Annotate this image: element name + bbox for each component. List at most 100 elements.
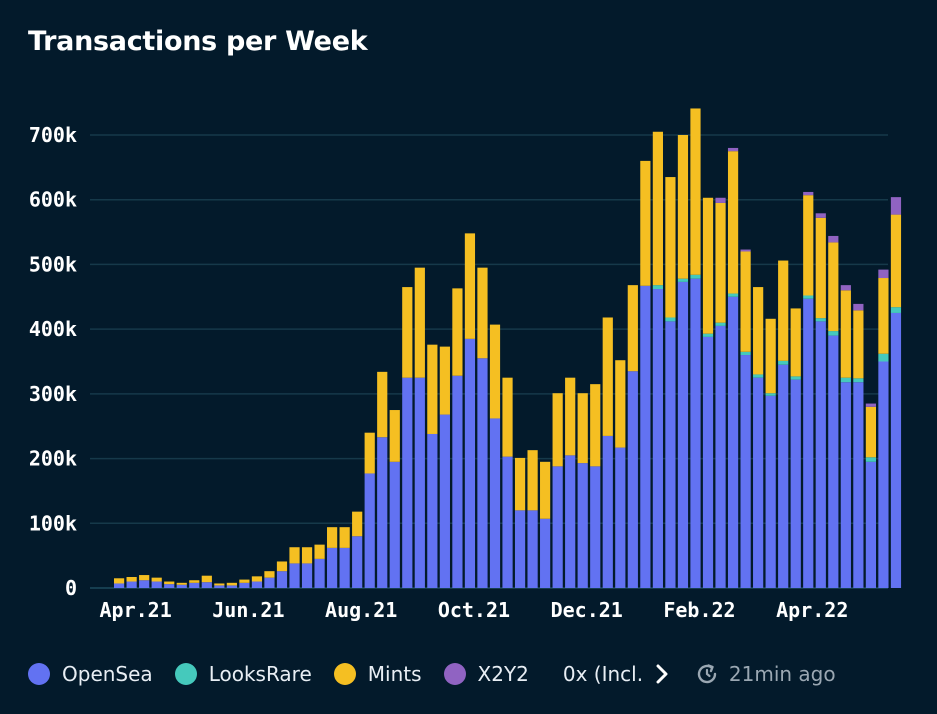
bar-segment-opensea[interactable] xyxy=(314,558,325,588)
bar-segment-mints[interactable] xyxy=(590,384,601,467)
bar-segment-x2y2[interactable] xyxy=(890,197,902,215)
bar-segment-looksrare[interactable] xyxy=(790,376,801,380)
bar-segment-x2y2[interactable] xyxy=(803,191,814,196)
bar-segment-looksrare[interactable] xyxy=(715,322,726,326)
bar-segment-opensea[interactable] xyxy=(652,289,663,588)
bar-segment-opensea[interactable] xyxy=(339,547,350,588)
bar-segment-opensea[interactable] xyxy=(552,466,563,588)
bar-segment-mints[interactable] xyxy=(289,547,300,564)
bar-segment-opensea[interactable] xyxy=(327,547,338,588)
legend-item-opensea[interactable]: OpenSea xyxy=(28,662,153,686)
bar-segment-mints[interactable] xyxy=(552,393,563,467)
bar-segment-looksrare[interactable] xyxy=(690,274,701,279)
bar-segment-mints[interactable] xyxy=(389,410,400,462)
bar-segment-mints[interactable] xyxy=(527,450,538,511)
bar-segment-looksrare[interactable] xyxy=(840,377,851,383)
bar-segment-opensea[interactable] xyxy=(890,312,902,588)
bar-segment-mints[interactable] xyxy=(139,575,150,581)
bar-segment-mints[interactable] xyxy=(753,287,764,375)
bar-segment-mints[interactable] xyxy=(477,267,488,359)
bar-segment-opensea[interactable] xyxy=(753,377,764,588)
bar-segment-mints[interactable] xyxy=(577,393,588,464)
bar-segment-x2y2[interactable] xyxy=(840,285,851,291)
bar-segment-mints[interactable] xyxy=(327,527,338,548)
bar-segment-opensea[interactable] xyxy=(427,433,438,588)
bar-segment-opensea[interactable] xyxy=(226,585,237,588)
bar-segment-opensea[interactable] xyxy=(565,455,576,588)
bar-segment-mints[interactable] xyxy=(615,360,626,448)
bar-segment-x2y2[interactable] xyxy=(740,249,751,252)
bar-segment-opensea[interactable] xyxy=(514,510,526,588)
bar-segment-mints[interactable] xyxy=(164,581,175,585)
bar-segment-opensea[interactable] xyxy=(114,583,125,588)
bar-segment-opensea[interactable] xyxy=(201,582,212,588)
bar-segment-opensea[interactable] xyxy=(352,536,363,588)
bar-segment-opensea[interactable] xyxy=(790,379,801,588)
bar-segment-opensea[interactable] xyxy=(778,364,789,588)
bar-segment-opensea[interactable] xyxy=(740,355,751,588)
bar-segment-mints[interactable] xyxy=(126,577,137,582)
legend-item-0x[interactable]: 0x (Incl. Coinbase) xyxy=(551,662,647,686)
bar-segment-opensea[interactable] xyxy=(577,463,588,588)
bar-segment-looksrare[interactable] xyxy=(753,374,764,378)
bar-segment-opensea[interactable] xyxy=(715,325,726,588)
bar-segment-mints[interactable] xyxy=(301,547,313,564)
bar-segment-looksrare[interactable] xyxy=(853,378,864,383)
bar-segment-looksrare[interactable] xyxy=(765,393,776,396)
bar-segment-opensea[interactable] xyxy=(139,580,150,588)
chevron-right-icon[interactable] xyxy=(649,661,675,687)
bar-segment-opensea[interactable] xyxy=(865,461,876,588)
bar-segment-mints[interactable] xyxy=(402,287,413,378)
bar-segment-looksrare[interactable] xyxy=(652,285,663,290)
bar-segment-x2y2[interactable] xyxy=(828,235,839,243)
bar-segment-mints[interactable] xyxy=(740,251,751,352)
bar-segment-x2y2[interactable] xyxy=(865,403,876,407)
bar-segment-opensea[interactable] xyxy=(840,382,851,588)
legend-item-looksrare[interactable]: LooksRare xyxy=(174,662,312,686)
bar-segment-opensea[interactable] xyxy=(477,358,488,588)
bar-segment-mints[interactable] xyxy=(339,527,350,548)
bar-segment-opensea[interactable] xyxy=(251,581,263,588)
bar-segment-mints[interactable] xyxy=(489,324,501,419)
bar-segment-opensea[interactable] xyxy=(690,278,701,588)
bar-segment-mints[interactable] xyxy=(878,278,889,354)
bar-segment-opensea[interactable] xyxy=(189,582,200,588)
bar-segment-mints[interactable] xyxy=(151,577,162,582)
bar-segment-opensea[interactable] xyxy=(828,335,839,588)
bar-segment-opensea[interactable] xyxy=(164,584,175,588)
bar-segment-mints[interactable] xyxy=(214,583,225,586)
bar-segment-looksrare[interactable] xyxy=(778,360,789,365)
bar-segment-mints[interactable] xyxy=(352,511,363,537)
bar-segment-mints[interactable] xyxy=(176,582,187,585)
bar-segment-opensea[interactable] xyxy=(615,447,626,588)
bar-segment-mints[interactable] xyxy=(690,108,701,275)
bar-segment-mints[interactable] xyxy=(189,580,200,583)
bar-segment-mints[interactable] xyxy=(702,197,714,334)
bar-segment-mints[interactable] xyxy=(464,233,476,339)
bar-segment-opensea[interactable] xyxy=(264,577,275,588)
bar-segment-looksrare[interactable] xyxy=(890,307,902,313)
bar-segment-opensea[interactable] xyxy=(727,296,739,588)
bar-segment-mints[interactable] xyxy=(226,582,237,586)
bar-segment-looksrare[interactable] xyxy=(815,318,826,322)
bar-segment-mints[interactable] xyxy=(364,432,375,474)
bar-segment-mints[interactable] xyxy=(276,561,288,572)
bar-segment-x2y2[interactable] xyxy=(727,147,739,152)
bar-segment-mints[interactable] xyxy=(565,377,576,456)
bar-segment-mints[interactable] xyxy=(853,310,864,379)
bar-segment-mints[interactable] xyxy=(201,575,212,583)
bar-segment-mints[interactable] xyxy=(427,344,438,434)
bar-segment-opensea[interactable] xyxy=(214,585,225,588)
legend-item-mints[interactable]: Mints xyxy=(333,662,422,686)
bar-segment-mints[interactable] xyxy=(652,131,663,286)
bar-segment-looksrare[interactable] xyxy=(677,278,689,282)
bar-segment-looksrare[interactable] xyxy=(828,331,839,336)
bar-segment-opensea[interactable] xyxy=(502,456,513,588)
bar-segment-opensea[interactable] xyxy=(402,377,413,588)
bar-segment-mints[interactable] xyxy=(602,317,613,436)
bar-segment-opensea[interactable] xyxy=(590,466,601,588)
bar-segment-opensea[interactable] xyxy=(803,298,814,588)
bar-segment-looksrare[interactable] xyxy=(702,333,714,337)
bar-segment-opensea[interactable] xyxy=(151,581,162,588)
bar-segment-opensea[interactable] xyxy=(276,571,288,588)
